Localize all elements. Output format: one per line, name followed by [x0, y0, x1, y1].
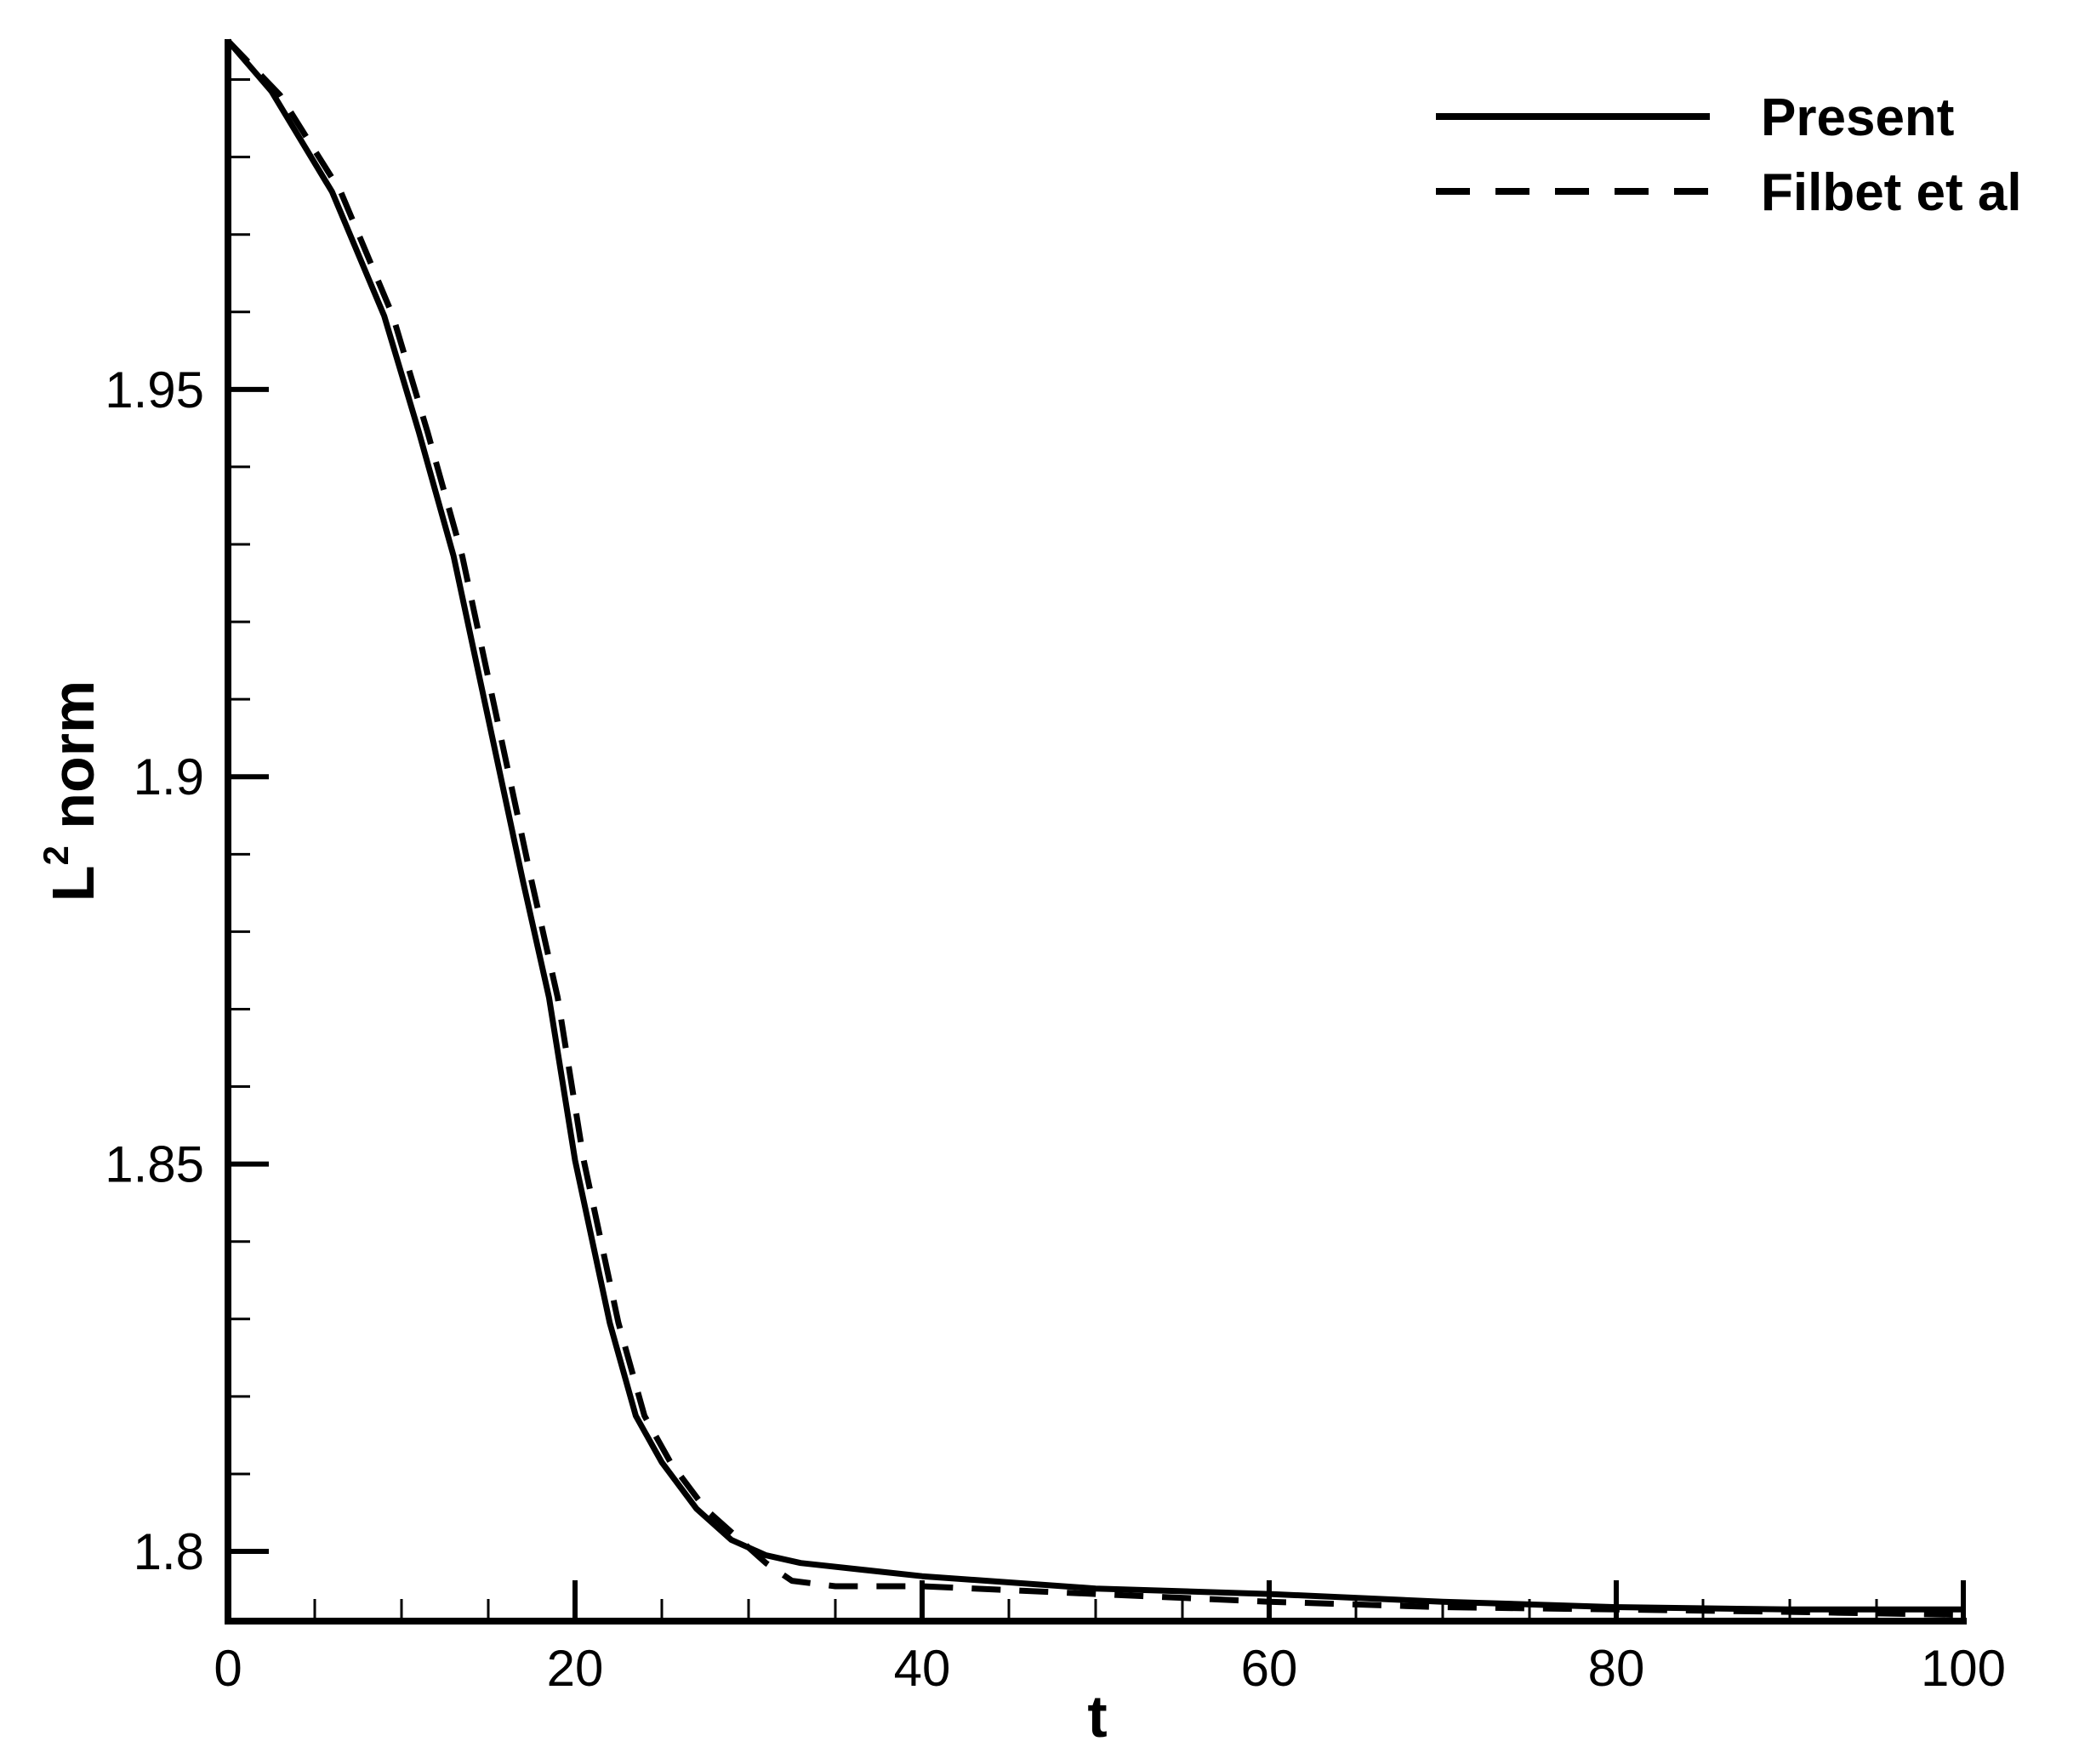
y-tick-label: 1.85	[105, 1136, 204, 1193]
y-tick-label: 1.95	[105, 361, 204, 418]
legend: Present Filbet et al	[1436, 88, 2022, 222]
plot-series	[225, 38, 1964, 1619]
x-tick-label: 100	[1921, 1640, 2006, 1697]
x-tick-label: 20	[547, 1640, 604, 1697]
y-axis-title-superscript: 2	[36, 845, 76, 865]
x-tick-label: 40	[894, 1640, 951, 1697]
x-tick-label: 0	[214, 1640, 242, 1697]
y-axis-title: L2 norm	[36, 680, 106, 902]
series-line-present	[225, 38, 1963, 1613]
y-tick-label: 1.8	[134, 1523, 204, 1580]
tick-marks	[225, 78, 1966, 1621]
legend-label: Filbet et al	[1761, 163, 2022, 222]
series-line-filbet-et-al	[225, 38, 1964, 1619]
y-tick-label: 1.9	[134, 748, 204, 805]
y-axis-title-rest: norm	[40, 680, 106, 845]
tick-labels: 0 20 40 60 80 100 1.8 1.85 1.9 1.95	[105, 361, 2006, 1697]
x-axis-title: t	[1087, 1683, 1107, 1750]
y-axis-title-main: L	[40, 866, 106, 902]
legend-label: Present	[1761, 88, 1954, 147]
x-tick-label: 80	[1588, 1640, 1645, 1697]
x-tick-label: 60	[1241, 1640, 1298, 1697]
svg-text:L2 norm: L2 norm	[36, 680, 106, 902]
